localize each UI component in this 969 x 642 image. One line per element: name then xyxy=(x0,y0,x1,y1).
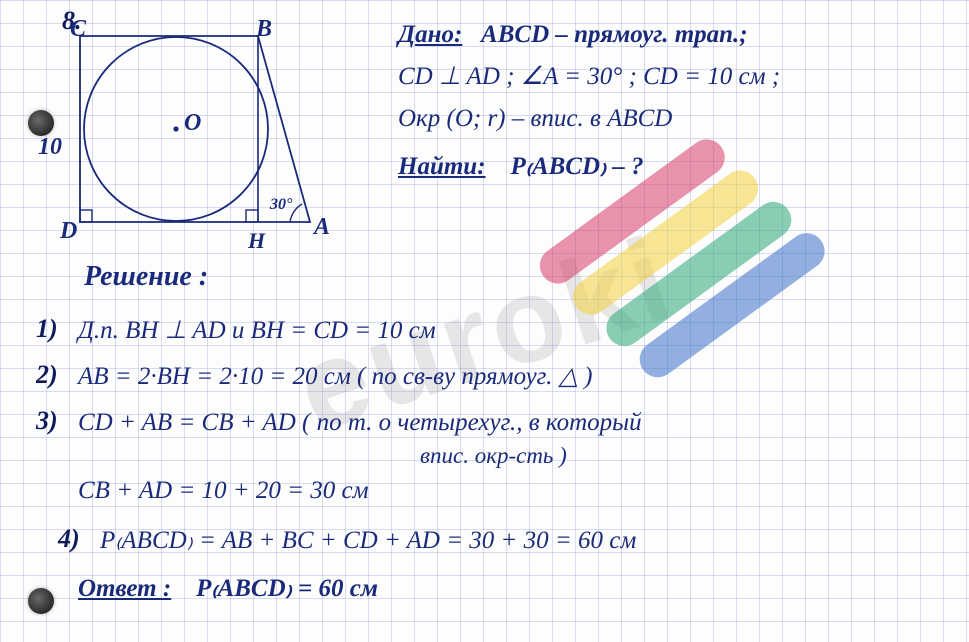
geometry-diagram: C B D A O H 10 30° xyxy=(58,24,308,254)
vertex-a: A xyxy=(314,214,330,241)
step-1-number: 1) xyxy=(36,314,58,344)
find-line: Найти: P₍ABCD₎ – ? xyxy=(398,150,644,185)
center-o: O xyxy=(184,110,201,137)
given-line-2: CD ⊥ AD ; ∠A = 30° ; CD = 10 см ; xyxy=(398,60,780,95)
vertex-b: B xyxy=(256,16,272,43)
side-cd-label: 10 xyxy=(38,134,62,161)
given-heading-text: Дано: xyxy=(398,21,462,48)
step-1-text: Д.п. BH ⊥ AD и BH = CD = 10 см xyxy=(78,314,436,349)
step-3-number: 3) xyxy=(36,406,58,436)
given-heading: Дано: ABCD – прямоуг. трап.; xyxy=(398,18,748,53)
step-4-text: P₍ABCD₎ = AB + BC + CD + AD = 30 + 30 = … xyxy=(100,524,636,559)
step-3-text-2: впис. окр-сть ) xyxy=(420,440,567,472)
right-angle-icon xyxy=(80,210,92,222)
angle-a-label: 30° xyxy=(270,196,292,214)
solution-heading: Решение : xyxy=(84,258,208,297)
step-3-text-3: CB + AD = 10 + 20 = 30 см xyxy=(78,474,369,509)
vertex-c: C xyxy=(70,16,86,43)
foot-h: H xyxy=(248,228,265,254)
step-2-text: AB = 2·BH = 2·10 = 20 см ( по св-ву прям… xyxy=(78,360,592,395)
answer-label: Ответ : xyxy=(78,575,171,602)
vertex-d: D xyxy=(60,218,77,245)
given-line-1: ABCD – прямоуг. трап.; xyxy=(481,21,748,48)
step-4-number: 4) xyxy=(58,524,80,554)
right-angle-icon xyxy=(246,210,258,222)
content-layer: 8. C B D A O H 10 30° Дано: ABCD – прямо… xyxy=(0,0,969,642)
given-line-3: Окр (O; r) – впис. в ABCD xyxy=(398,102,672,137)
answer-value: P₍ABCD₎ = 60 см xyxy=(196,575,378,602)
answer-line: Ответ : P₍ABCD₎ = 60 см xyxy=(78,572,378,607)
find-label: Найти: xyxy=(398,153,486,180)
step-3-text-1: CD + AB = CB + AD ( по т. о четырехуг., … xyxy=(78,406,642,441)
find-value: P₍ABCD₎ – ? xyxy=(511,153,644,180)
step-2-number: 2) xyxy=(36,360,58,390)
center-point xyxy=(173,126,178,131)
